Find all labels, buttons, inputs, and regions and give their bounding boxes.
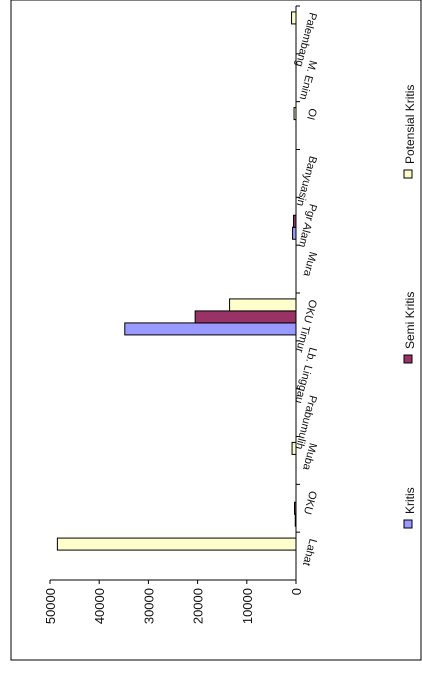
legend-label: Potensial Kritis — [403, 85, 417, 164]
value-tick-label: 50000 — [43, 588, 58, 624]
bar — [194, 310, 297, 324]
value-tick-label: 40000 — [92, 588, 107, 624]
category-label: OI — [304, 107, 319, 121]
bar — [291, 441, 297, 455]
legend: Kritis Semi Kritis Potensial Kritis — [403, 85, 417, 529]
value-tick-label: 30000 — [141, 588, 156, 624]
bar — [294, 513, 297, 527]
category-label: OKU — [301, 489, 319, 515]
legend-swatch — [403, 354, 413, 364]
bar — [292, 226, 297, 240]
value-tick-label: 20000 — [191, 588, 206, 624]
bar — [229, 298, 297, 312]
bar — [56, 537, 297, 551]
bar — [293, 107, 297, 121]
value-tick-label: 10000 — [240, 588, 255, 624]
legend-label: Kritis — [403, 487, 417, 514]
bar — [124, 322, 297, 336]
bar — [293, 214, 297, 228]
value-ticks: 0 10000 20000 30000 40000 50000 — [43, 580, 304, 624]
legend-swatch — [403, 519, 413, 529]
bar — [291, 11, 297, 25]
bars-group — [56, 11, 297, 551]
legend-label: Semi Kritis — [403, 292, 417, 349]
bar — [294, 501, 297, 515]
legend-swatch — [403, 169, 413, 179]
value-tick-label: 0 — [289, 588, 304, 595]
